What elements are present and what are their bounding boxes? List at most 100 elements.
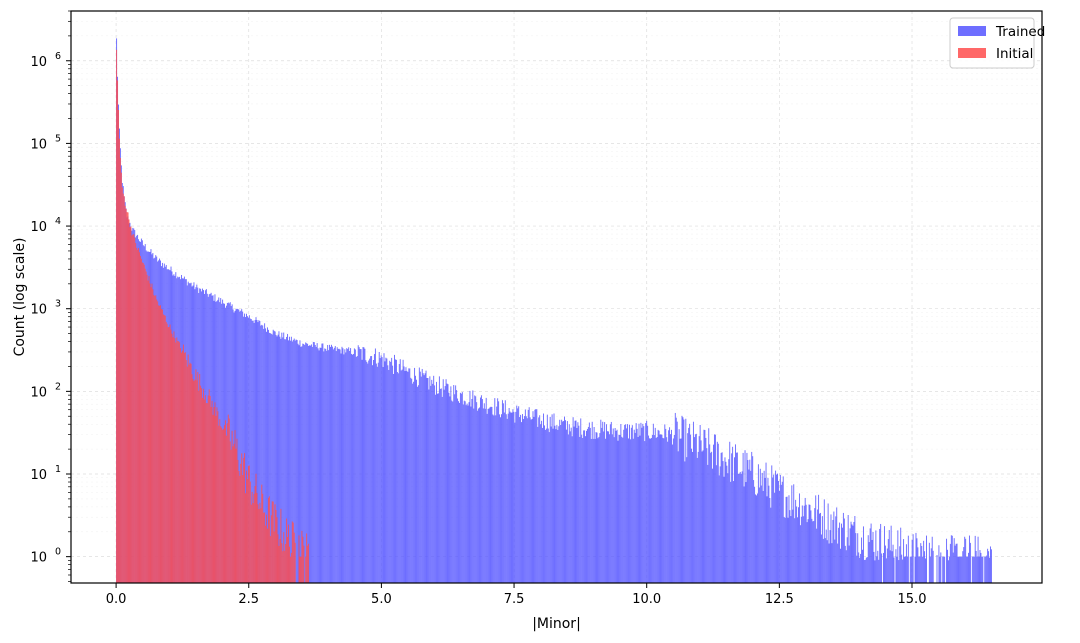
histogram-bar xyxy=(271,334,273,583)
histogram-bar xyxy=(245,493,246,583)
histogram-bar xyxy=(424,373,426,583)
histogram-bar xyxy=(244,313,246,583)
histogram-bar xyxy=(160,309,162,583)
histogram-bar xyxy=(682,417,684,583)
histogram-bar xyxy=(237,308,239,583)
histogram-bar xyxy=(235,448,237,583)
histogram-bar xyxy=(336,347,338,583)
histogram-bar xyxy=(878,559,880,583)
histogram-bar xyxy=(873,551,875,583)
histogram-bar xyxy=(538,417,540,583)
histogram-bar xyxy=(714,434,716,583)
histogram-bar xyxy=(507,413,509,583)
histogram-bar xyxy=(381,357,383,583)
histogram-bar xyxy=(891,551,893,583)
histogram-bar xyxy=(319,347,321,583)
histogram-bar xyxy=(314,344,316,583)
histogram-bar xyxy=(230,449,232,583)
histogram-bar xyxy=(707,464,709,583)
histogram-bar xyxy=(141,262,143,583)
histogram-bar xyxy=(589,427,591,583)
histogram-bar xyxy=(264,323,266,583)
histogram-bar xyxy=(467,405,469,583)
histogram-bar xyxy=(690,434,692,583)
histogram-bar xyxy=(623,429,625,583)
histogram-bar xyxy=(799,525,801,583)
histogram-bar xyxy=(641,427,643,583)
histogram-bar xyxy=(539,415,541,583)
histogram-bar xyxy=(922,556,924,583)
histogram-bar xyxy=(640,422,642,583)
histogram-bar xyxy=(483,403,485,583)
histogram-bar xyxy=(687,433,689,583)
histogram-bar xyxy=(308,345,310,583)
histogram-bar xyxy=(410,377,412,583)
histogram-bar xyxy=(735,452,737,583)
histogram-bar xyxy=(789,510,791,583)
histogram-bar xyxy=(479,407,480,583)
histogram-bar xyxy=(769,498,771,583)
histogram-bar xyxy=(252,503,254,583)
histogram-bar xyxy=(298,535,300,583)
histogram-bar xyxy=(452,401,454,583)
histogram-bar xyxy=(347,349,349,583)
histogram-bar xyxy=(586,428,588,583)
histogram-bar xyxy=(851,524,853,583)
histogram-bar xyxy=(494,398,496,583)
histogram-bar xyxy=(403,366,405,583)
histogram-bar xyxy=(273,531,275,583)
histogram-bar xyxy=(567,434,569,583)
histogram-bar xyxy=(972,556,974,583)
histogram-bar xyxy=(676,421,678,583)
histogram-bar xyxy=(256,492,258,583)
histogram-bar xyxy=(537,426,539,583)
histogram-bar xyxy=(793,484,795,583)
histogram-bar xyxy=(896,556,898,583)
histogram-bar xyxy=(610,421,612,583)
histogram-bar xyxy=(348,347,350,583)
histogram-bar xyxy=(716,441,718,583)
histogram-bar xyxy=(163,315,165,583)
histogram-bar xyxy=(800,516,802,583)
histogram-bar xyxy=(439,388,441,583)
histogram-bar xyxy=(849,528,851,583)
histogram-bar xyxy=(807,519,809,583)
histogram-bar xyxy=(953,538,955,583)
histogram-bar xyxy=(500,417,501,583)
histogram-bar xyxy=(162,314,164,583)
histogram-bar xyxy=(204,395,206,583)
histogram-bar xyxy=(730,481,732,583)
histogram-bar xyxy=(294,340,296,583)
histogram-bar xyxy=(814,508,816,583)
histogram-bar xyxy=(951,535,953,583)
histogram-bar xyxy=(806,522,808,583)
histogram-bar xyxy=(647,425,649,583)
histogram-bar xyxy=(291,341,293,583)
histogram-bar xyxy=(214,402,216,583)
histogram-bar xyxy=(540,424,542,583)
histogram-bar xyxy=(167,327,169,583)
histogram-bar xyxy=(335,351,337,583)
histogram-bar xyxy=(671,444,673,583)
histogram-bar xyxy=(620,424,622,583)
histogram-bar xyxy=(290,552,292,583)
histogram-bar xyxy=(378,352,380,583)
histogram-bar xyxy=(876,556,878,583)
histogram-bar xyxy=(835,516,837,583)
histogram-bar xyxy=(508,407,510,583)
histogram-bar xyxy=(723,476,725,583)
histogram-bar xyxy=(584,430,586,583)
histogram-bar xyxy=(354,349,356,583)
histogram-bar xyxy=(827,503,829,583)
histogram-bar xyxy=(772,477,774,583)
histogram-bar xyxy=(856,555,858,583)
histogram-bar xyxy=(921,545,923,583)
histogram-bar xyxy=(745,482,747,583)
histogram-bar xyxy=(466,403,468,583)
histogram-bar xyxy=(771,465,773,583)
histogram-bar xyxy=(521,422,523,583)
histogram-bar xyxy=(224,425,225,583)
histogram-bar xyxy=(472,390,474,583)
histogram-bar xyxy=(705,437,707,583)
histogram-bar xyxy=(912,534,914,583)
